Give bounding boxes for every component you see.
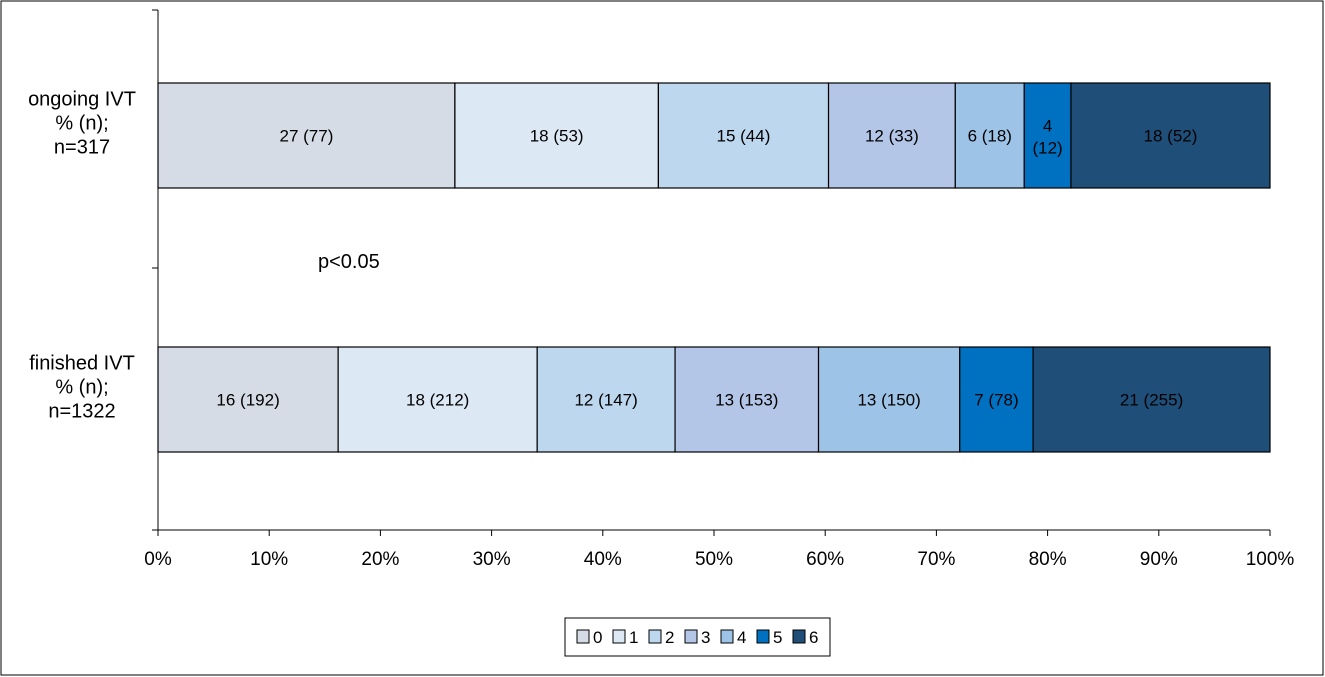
bar-segment-1 (337, 346, 538, 453)
x-tick-label: 70% (917, 549, 955, 570)
bar-segment-5 (1023, 82, 1072, 189)
category-labels: ongoing IVT% (n); n=317 finished IVT% (n);… (28, 89, 136, 423)
legend-swatch-4 (720, 629, 734, 644)
data-label: 4 (12) (1032, 117, 1062, 158)
bars: 27 (77) 18 (53) 15 (44) 12 (33) 6 (18) 4 (12) 1… (157, 82, 1271, 453)
legend-swatch-2 (648, 629, 662, 644)
x-tick-label: 10% (250, 549, 288, 570)
data-label: 21 (255) (1120, 391, 1183, 410)
legend-label: 3 (701, 628, 710, 647)
legend-label: 5 (773, 628, 782, 647)
data-label: 18 (52) (1144, 127, 1198, 146)
category-label: ongoing IVT% (n); n=317 (28, 89, 136, 159)
legend-swatch-5 (756, 629, 770, 644)
data-label: 12 (147) (574, 391, 637, 410)
data-label: 6 (18) (968, 127, 1012, 146)
bar-segment-0 (157, 82, 456, 189)
data-label: 13 (153) (715, 391, 778, 410)
legend-label: 6 (809, 628, 818, 647)
x-tick-label: 50% (695, 549, 733, 570)
legend-swatch-0 (576, 629, 590, 644)
data-label: 16 (192) (216, 391, 279, 410)
x-tick-labels: 0% 10% 20% 30% 40% 50% 60% 70% 80% 90% 100% (144, 549, 1294, 570)
legend-label: 1 (629, 628, 638, 647)
bar-segment-2 (536, 346, 676, 453)
data-label: 27 (77) (280, 127, 334, 146)
bar-segment-4 (954, 82, 1025, 189)
legend-label: 0 (593, 628, 602, 647)
x-tick-label: 30% (473, 549, 511, 570)
x-tick-label: 60% (806, 549, 844, 570)
bar-segment-3 (674, 346, 820, 453)
x-tick-label: 20% (361, 549, 399, 570)
x-tick-label: 0% (144, 549, 172, 570)
category-label: finished IVT% (n); n=1322 (29, 353, 135, 423)
bar-segment-5 (959, 346, 1034, 453)
x-tick-label: 40% (584, 549, 622, 570)
data-label: 18 (212) (406, 391, 469, 410)
data-label: 13 (150) (857, 391, 920, 410)
bar-segment-1 (454, 82, 659, 189)
bar-segment-4 (817, 346, 961, 453)
legend-swatch-6 (792, 629, 806, 644)
bar-segment-6 (1032, 346, 1271, 453)
x-tick-label: 80% (1029, 549, 1067, 570)
legend-swatch-1 (612, 629, 626, 644)
x-tick-label: 90% (1140, 549, 1178, 570)
bar-segment-2 (657, 82, 830, 189)
legend: 0 1 2 3 4 5 6 (564, 617, 831, 657)
bar-segment-3 (827, 82, 956, 189)
legend-swatch-3 (684, 629, 698, 644)
bar-segment-0 (157, 346, 339, 453)
data-label: 7 (78) (974, 391, 1018, 410)
data-label: 15 (44) (717, 127, 771, 146)
x-tick-label: 100% (1246, 549, 1295, 570)
bar-segment-6 (1070, 82, 1271, 189)
legend-label: 2 (665, 628, 674, 647)
legend-label: 4 (737, 628, 746, 647)
data-label: 18 (53) (530, 127, 584, 146)
data-label: 12 (33) (865, 127, 919, 146)
p-value-annotation: p<0.05 (318, 251, 380, 273)
